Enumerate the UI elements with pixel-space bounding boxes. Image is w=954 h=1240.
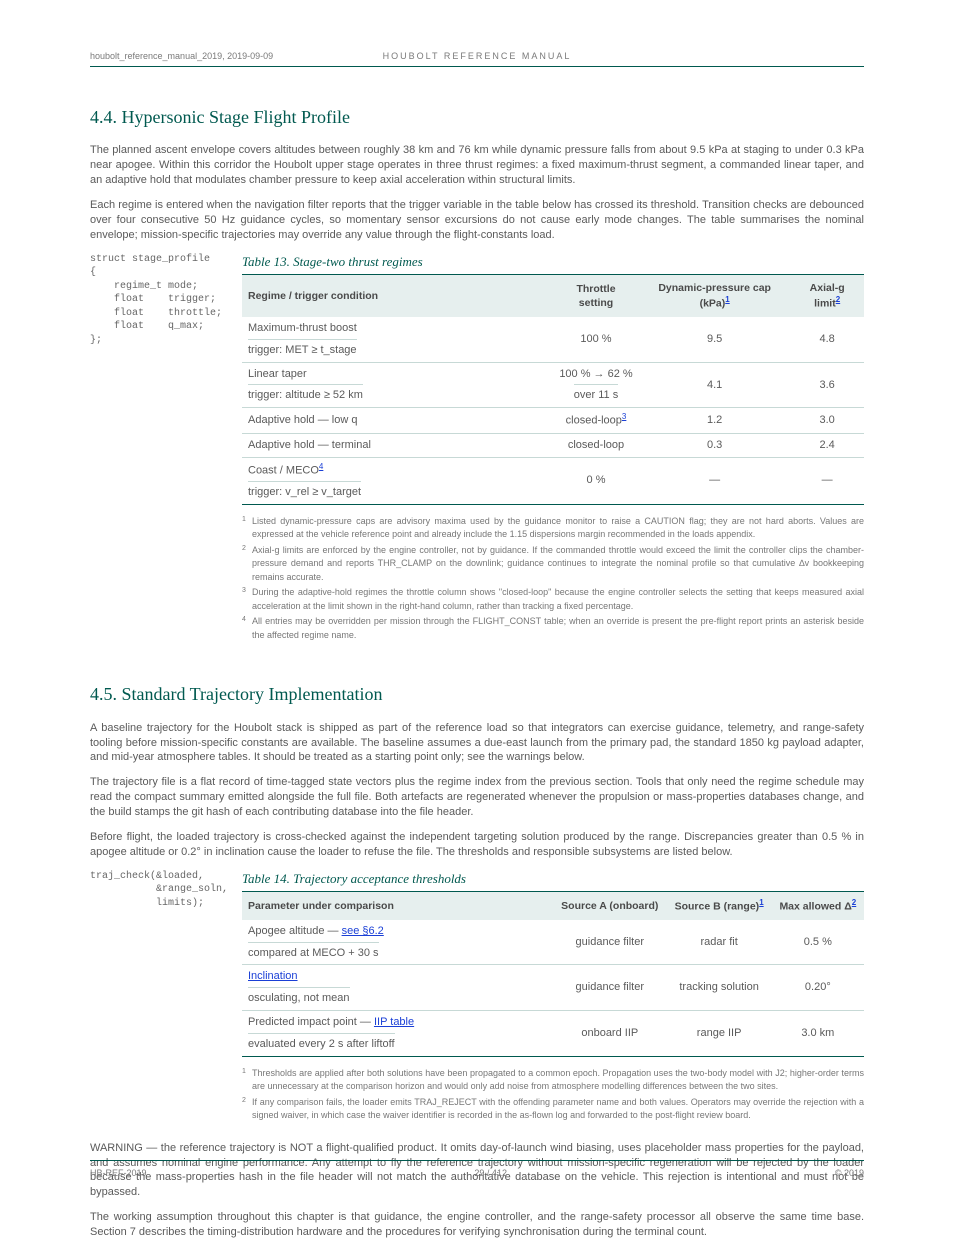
cell-text: 2.4 — [820, 438, 835, 453]
cell-text: 0.20° — [805, 980, 831, 995]
table-row: Coast / MECO4 trigger: v_rel ≥ v_target … — [242, 457, 864, 504]
cell-text: Adaptive hold — low q — [248, 413, 357, 428]
cell-text: 4.1 — [707, 378, 722, 393]
table-row: Apogee altitude — see §6.2 compared at M… — [242, 920, 864, 965]
cell-text: 1.2 — [707, 413, 722, 428]
body-paragraph: The planned ascent envelope covers altit… — [90, 143, 864, 188]
header-left: houbolt_reference_manual_2019, 2019-09-0… — [90, 50, 290, 62]
code-snippet: struct stage_profile { regime_t mode; fl… — [90, 253, 242, 645]
table-row: Adaptive hold — low q closed-loop3 1.2 3… — [242, 408, 864, 434]
table-header-cell: Dynamic-pressure cap (kPa)1 — [639, 275, 790, 317]
table-header-row: Parameter under comparison Source A (onb… — [242, 892, 864, 920]
cell-subtext: evaluated every 2 s after liftoff — [248, 1033, 395, 1052]
footnote-ref[interactable]: 3 — [622, 412, 626, 421]
cell-text: Coast / MECO4 — [248, 462, 323, 479]
cell-text: Apogee altitude — see §6.2 — [248, 924, 384, 939]
cell-text: 3.0 km — [801, 1026, 834, 1041]
table-caption: Table 13. Stage-two thrust regimes — [242, 253, 864, 276]
footnote-ref[interactable]: 2 — [836, 295, 840, 304]
footnote: 2Axial-g limits are enforced by the engi… — [242, 544, 864, 585]
cell-subtext: compared at MECO + 30 s — [248, 942, 379, 961]
cell-text: 4.8 — [820, 332, 835, 347]
cell-text: Predicted impact point — IIP table — [248, 1015, 414, 1030]
section-heading: 4.5. Standard Trajectory Implementation — [90, 682, 864, 706]
table-header-cell: Regime / trigger condition — [242, 275, 553, 317]
table-header-cell: Max allowed Δ2 — [772, 892, 864, 920]
table-footnotes: 1Thresholds are applied after both solut… — [242, 1067, 864, 1123]
cell-text: Linear taper — [248, 367, 307, 382]
table-header-cell: Parameter under comparison — [242, 892, 553, 920]
footnote-ref[interactable]: 1 — [759, 898, 763, 907]
cell-text: 3.0 — [820, 413, 835, 428]
cell-subtext: osculating, not mean — [248, 987, 350, 1006]
body-paragraph: A baseline trajectory for the Houbolt st… — [90, 721, 864, 766]
body-paragraph: Before flight, the loaded trajectory is … — [90, 830, 864, 860]
cell-text: 100 % — [580, 332, 611, 347]
cell-text: 3.6 — [820, 378, 835, 393]
cell-text: Maximum-thrust boost — [248, 321, 357, 336]
footnote: 1Thresholds are applied after both solut… — [242, 1067, 864, 1094]
header-center: HOUBOLT REFERENCE MANUAL — [290, 50, 664, 62]
cell-text: — — [709, 473, 720, 488]
cell-text: Inclination — [248, 969, 298, 984]
cell-text: tracking solution — [679, 980, 759, 995]
running-header: houbolt_reference_manual_2019, 2019-09-0… — [90, 50, 864, 67]
table-row: Linear taper trigger: altitude ≥ 52 km 1… — [242, 362, 864, 408]
table-row: Adaptive hold — terminal closed-loop 0.3… — [242, 433, 864, 457]
table-row: Inclination osculating, not mean guidanc… — [242, 965, 864, 1011]
cell-text: 0.5 % — [804, 935, 832, 950]
footnote-ref[interactable]: 1 — [725, 295, 729, 304]
footnote: 2If any comparison fails, the loader emi… — [242, 1096, 864, 1123]
body-paragraph: The working assumption throughout this c… — [90, 1210, 864, 1240]
cell-text: 0.3 — [707, 438, 722, 453]
footnote: 3During the adaptive-hold regimes the th… — [242, 586, 864, 613]
cell-text: closed-loop3 — [566, 412, 627, 429]
cell-text: 0 % — [587, 473, 606, 488]
table-header-cell: Source B (range)1 — [667, 892, 772, 920]
cell-text: guidance filter — [576, 935, 645, 950]
footer-right: © 2019 — [835, 1167, 864, 1179]
cross-ref-link[interactable]: Inclination — [248, 970, 298, 982]
section-heading: 4.4. Hypersonic Stage Flight Profile — [90, 105, 864, 129]
table-header-cell: Throttle setting — [553, 275, 639, 317]
code-snippet: traj_check(&loaded, &range_soln, limits)… — [90, 870, 242, 1125]
cell-subtext: trigger: v_rel ≥ v_target — [248, 481, 361, 500]
cell-text: guidance filter — [576, 980, 645, 995]
footer-left: HB-REF-2019 — [90, 1167, 147, 1179]
footer-center: 29 / 412 — [147, 1167, 835, 1179]
footnote-ref[interactable]: 4 — [319, 462, 323, 471]
cell-text: closed-loop — [568, 438, 624, 453]
cell-subtext: trigger: altitude ≥ 52 km — [248, 384, 363, 403]
table-row: Predicted impact point — IIP table evalu… — [242, 1011, 864, 1057]
table-row: Maximum-thrust boost trigger: MET ≥ t_st… — [242, 317, 864, 362]
cell-text: onboard IIP — [581, 1026, 638, 1041]
cell-text: 9.5 — [707, 332, 722, 347]
acceptance-thresholds-table: Table 14. Trajectory acceptance threshol… — [242, 870, 864, 1057]
cell-text: 100 % → 62 % — [559, 367, 632, 382]
cell-text: — — [822, 473, 833, 488]
table-header-cell: Source A (onboard) — [553, 892, 667, 920]
body-paragraph: The trajectory file is a flat record of … — [90, 775, 864, 820]
footnote: 4All entries may be overridden per missi… — [242, 615, 864, 642]
cell-text: radar fit — [700, 935, 737, 950]
cell-text: Adaptive hold — terminal — [248, 438, 371, 453]
footnote-ref[interactable]: 2 — [852, 898, 856, 907]
cross-ref-link[interactable]: see §6.2 — [342, 925, 384, 937]
thrust-regimes-table: Table 13. Stage-two thrust regimes Regim… — [242, 253, 864, 505]
cross-ref-link[interactable]: IIP table — [374, 1016, 414, 1028]
table-caption: Table 14. Trajectory acceptance threshol… — [242, 870, 864, 893]
footnote: 1Listed dynamic-pressure caps are adviso… — [242, 515, 864, 542]
body-paragraph: Each regime is entered when the navigati… — [90, 198, 864, 243]
running-footer: HB-REF-2019 29 / 412 © 2019 — [90, 1160, 864, 1179]
table-footnotes: 1Listed dynamic-pressure caps are adviso… — [242, 515, 864, 643]
cell-subtext: over 11 s — [574, 384, 618, 403]
cell-text: range IIP — [697, 1026, 742, 1041]
cell-subtext: trigger: MET ≥ t_stage — [248, 339, 357, 358]
table-header-row: Regime / trigger condition Throttle sett… — [242, 275, 864, 317]
table-header-cell: Axial-g limit2 — [790, 275, 864, 317]
